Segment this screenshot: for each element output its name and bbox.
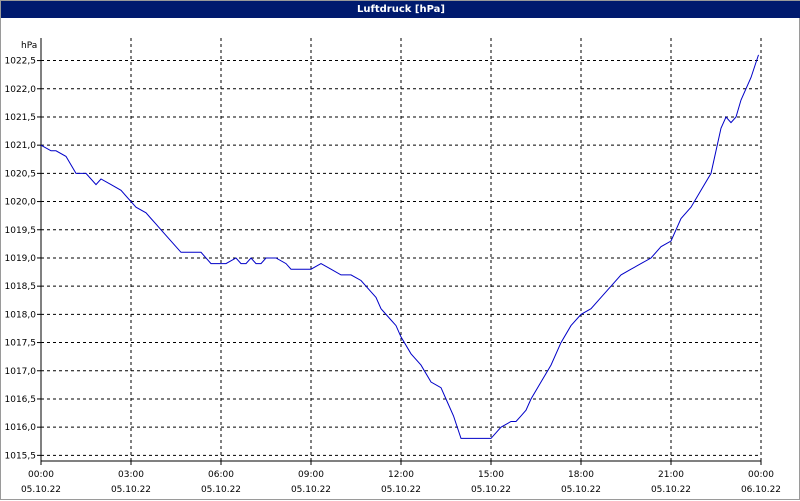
y-tick-label: 1015,5 xyxy=(5,451,37,461)
y-tick-label: 1021,5 xyxy=(5,113,37,123)
x-tick-date: 05.10.22 xyxy=(471,485,511,495)
y-tick-labels: 1015,5 1016,0 1016,5 1017,0 1017,5 1018,0 1018… xyxy=(5,57,37,462)
y-tick-label: 1019,0 xyxy=(5,254,37,264)
grid xyxy=(40,38,762,461)
x-tick-date: 05.10.22 xyxy=(381,485,421,495)
y-tick-label: 1017,5 xyxy=(5,339,37,349)
x-tick-date: 06.10.22 xyxy=(741,485,781,495)
x-tick-date: 05.10.22 xyxy=(111,485,151,495)
x-tick-time: 06:00 xyxy=(208,470,234,480)
x-tick-time: 00:00 xyxy=(28,470,54,480)
x-tick-time: 12:00 xyxy=(388,470,414,480)
x-tick-labels: 00:00 05.10.22 03:00 05.10.22 06:00 05.10.22 0… xyxy=(21,470,781,495)
x-tick-time: 15:00 xyxy=(478,470,504,480)
x-tick-date: 05.10.22 xyxy=(561,485,601,495)
y-tick-label: 1016,5 xyxy=(5,395,37,405)
y-tick-label: 1021,0 xyxy=(5,141,37,151)
x-tick-date: 05.10.22 xyxy=(291,485,331,495)
x-tick-date: 05.10.22 xyxy=(201,485,241,495)
y-tick-label: 1016,0 xyxy=(5,423,37,433)
y-tick-label: 1020,0 xyxy=(5,198,37,208)
x-tick-date: 05.10.22 xyxy=(651,485,691,495)
x-tick-time: 00:00 xyxy=(748,470,774,480)
y-tick-label: 1022,5 xyxy=(5,57,37,67)
x-tick-date: 05.10.22 xyxy=(21,485,61,495)
y-tick-label: 1017,0 xyxy=(5,367,37,377)
x-tick-time: 03:00 xyxy=(118,470,144,480)
y-tick-label: 1019,5 xyxy=(5,226,37,236)
series xyxy=(40,54,759,439)
axes xyxy=(37,38,762,465)
x-tick-time: 21:00 xyxy=(658,470,684,480)
chart-title: Luftdruck [hPa] xyxy=(1,1,800,18)
y-tick-label: 1020,5 xyxy=(5,169,37,179)
y-axis-label: hPa xyxy=(21,41,37,51)
pressure-line xyxy=(40,54,759,439)
y-tick-label: 1018,5 xyxy=(5,282,37,292)
x-tick-time: 09:00 xyxy=(298,470,324,480)
y-tick-label: 1022,0 xyxy=(5,85,37,95)
y-tick-label: 1018,0 xyxy=(5,310,37,320)
x-tick-time: 18:00 xyxy=(568,470,594,480)
